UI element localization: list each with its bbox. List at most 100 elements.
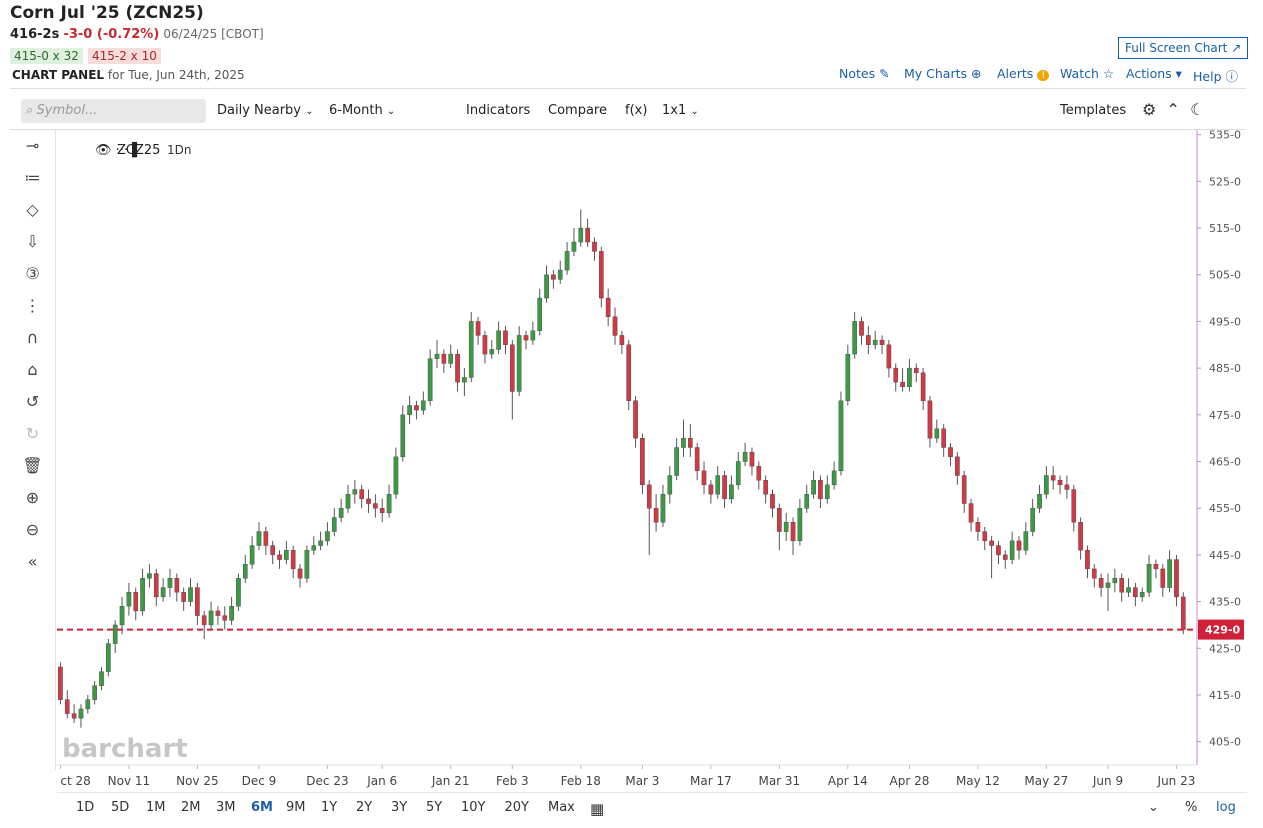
range-button[interactable]: 9M xyxy=(286,800,306,815)
toolbar-item[interactable]: 6-Month ⌄ xyxy=(329,103,396,118)
candle-body xyxy=(537,297,543,331)
x-tick-label: ct 28 xyxy=(60,774,90,788)
candle-body xyxy=(605,297,611,317)
candle-body xyxy=(523,335,529,341)
x-tick-label: Nov 25 xyxy=(176,774,219,788)
range-button[interactable]: 20Y xyxy=(504,800,529,815)
range-button[interactable]: 1Y xyxy=(321,800,338,815)
candle-body xyxy=(633,400,638,439)
candle-body xyxy=(961,475,967,504)
range-button[interactable]: 5Y xyxy=(426,800,443,815)
candle-body xyxy=(879,339,885,345)
x-tick-label: May 12 xyxy=(956,774,1000,788)
toolbar-item[interactable]: Daily Nearby ⌄ xyxy=(217,103,314,118)
candle-body xyxy=(592,241,597,252)
candle-body xyxy=(955,456,960,476)
candle-body xyxy=(345,493,351,509)
candle-body xyxy=(1023,531,1029,551)
candle-body xyxy=(1174,559,1179,598)
full-screen-label[interactable]: Full Screen Chart xyxy=(1125,41,1228,55)
full-screen-button[interactable]: Full Screen Chart ↗ xyxy=(1118,37,1249,59)
range-button[interactable]: 5D xyxy=(111,800,130,815)
toolbar-item[interactable]: Compare xyxy=(548,103,607,118)
candle-body xyxy=(900,381,905,388)
symbol-placeholder[interactable]: Symbol... xyxy=(36,103,98,118)
candle-body xyxy=(599,251,604,299)
y-tick-label: 415-0 xyxy=(1209,689,1241,702)
y-tick-label: 525-0 xyxy=(1209,175,1241,188)
candle-body xyxy=(838,400,844,472)
nav-label[interactable]: Actions xyxy=(1126,66,1172,81)
candle-body xyxy=(448,353,454,364)
nav-label[interactable]: My Charts xyxy=(904,66,968,81)
candle-body xyxy=(571,241,577,252)
collapse-icon[interactable]: ⌄ xyxy=(1148,800,1159,815)
y-tick-label: 455-0 xyxy=(1209,502,1241,515)
candle-body xyxy=(564,251,570,271)
candle-body xyxy=(640,437,645,486)
nav-label[interactable]: Help xyxy=(1193,69,1222,84)
candle-body xyxy=(557,269,563,280)
range-button[interactable]: 2Y xyxy=(356,800,373,815)
nav-label[interactable]: Notes xyxy=(839,66,876,81)
range-button[interactable]: 6M xyxy=(251,800,273,815)
toolbar-item[interactable]: f(x) xyxy=(625,103,648,118)
symbol-search[interactable]: ⌕ Symbol... xyxy=(21,99,206,123)
candle-body xyxy=(160,587,166,598)
candle-body xyxy=(373,503,378,509)
range-button[interactable]: 3Y xyxy=(391,800,408,815)
nav-label[interactable]: Watch xyxy=(1060,66,1099,81)
candle-body xyxy=(694,447,700,472)
candle-body xyxy=(133,592,139,612)
calendar-icon[interactable]: ▦ xyxy=(590,800,605,818)
candle-body xyxy=(1009,540,1015,560)
candle-body xyxy=(1126,587,1131,593)
range-button[interactable]: 10Y xyxy=(461,800,486,815)
candle-body xyxy=(181,592,186,602)
candle-body xyxy=(872,339,878,345)
price-label: 429-0 xyxy=(1205,624,1241,637)
candle-body xyxy=(331,517,337,532)
x-tick-label: Dec 23 xyxy=(306,774,348,788)
ask: 415-2 x 10 xyxy=(88,48,161,64)
candle-body xyxy=(407,405,412,416)
candle-body xyxy=(1091,568,1097,579)
percent-button[interactable]: % xyxy=(1185,800,1198,815)
candle-body xyxy=(790,522,796,542)
range-button[interactable]: 1M xyxy=(146,800,166,815)
my-charts-link[interactable]: My Charts ⊕ xyxy=(904,66,982,81)
range-button[interactable]: 1D xyxy=(76,800,95,815)
candle-body xyxy=(1002,554,1008,560)
log-button[interactable]: log xyxy=(1216,800,1236,815)
candle-body xyxy=(742,451,748,462)
panel: CHART PANEL for Tue, Jun 24th, 2025 xyxy=(12,68,245,82)
title: Corn Jul '25 (ZCN25) xyxy=(10,3,204,23)
toolbar-item[interactable]: 1x1 ⌄ xyxy=(662,103,699,118)
candle-body xyxy=(1153,564,1159,570)
nav-label[interactable]: Alerts xyxy=(997,66,1034,81)
candle-body xyxy=(852,321,857,355)
candle-body xyxy=(352,489,358,495)
candle-body xyxy=(1180,596,1186,630)
candle-body xyxy=(886,344,892,369)
candle-body xyxy=(777,507,782,532)
toolbar-icons[interactable]: ⚙ ⌃ ☾ xyxy=(1142,100,1205,119)
toolbar-item[interactable]: Indicators xyxy=(466,103,531,118)
candle-body xyxy=(222,615,228,621)
templates-button[interactable]: Templates xyxy=(1060,103,1127,118)
range-button[interactable]: 3M xyxy=(216,800,236,815)
watch-link[interactable]: Watch ☆ xyxy=(1060,66,1115,81)
y-tick-label: 445-0 xyxy=(1209,549,1241,562)
candle-body xyxy=(735,461,741,486)
tool-icons[interactable]: ⊸ ≔ ◇ ⇩ ③ ⋮ ∩ ⌂ ↺ ↻ 🗑 ⊕ ⊖ « xyxy=(22,136,43,571)
alerts-link[interactable]: Alerts ! xyxy=(997,66,1050,81)
help-link[interactable]: Help ⓘ xyxy=(1193,69,1238,84)
range-button[interactable]: 2M xyxy=(181,800,201,815)
actions-link[interactable]: Actions ▾ xyxy=(1126,66,1182,81)
candle-body xyxy=(174,578,180,593)
candle-body xyxy=(1139,592,1145,598)
candle-body xyxy=(1057,479,1063,486)
notes-link[interactable]: Notes ✎ xyxy=(839,66,890,81)
x-tick-label: Mar 31 xyxy=(758,774,800,788)
range-button[interactable]: Max xyxy=(548,800,575,815)
